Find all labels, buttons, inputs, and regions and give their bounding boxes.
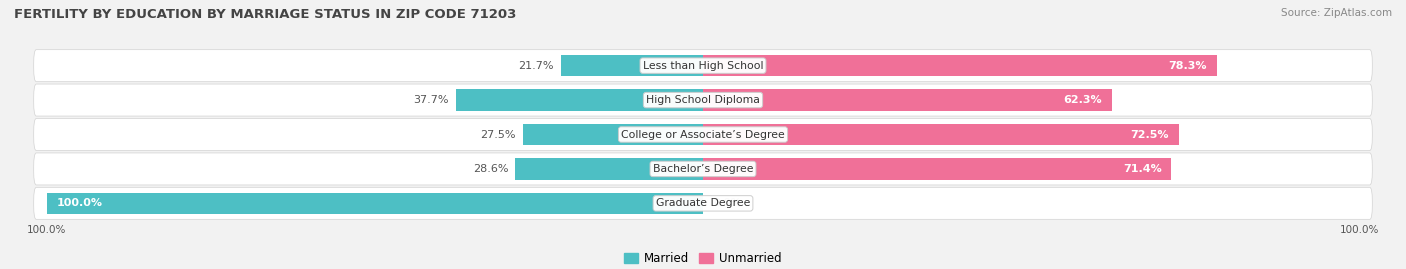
Bar — [523, 124, 703, 145]
Text: 71.4%: 71.4% — [1123, 164, 1161, 174]
FancyBboxPatch shape — [34, 187, 1372, 220]
Text: 27.5%: 27.5% — [481, 129, 516, 140]
Text: FERTILITY BY EDUCATION BY MARRIAGE STATUS IN ZIP CODE 71203: FERTILITY BY EDUCATION BY MARRIAGE STATU… — [14, 8, 516, 21]
Text: High School Diploma: High School Diploma — [647, 95, 759, 105]
Bar — [703, 89, 1112, 111]
Text: 72.5%: 72.5% — [1130, 129, 1168, 140]
FancyBboxPatch shape — [34, 153, 1372, 185]
FancyBboxPatch shape — [34, 49, 1372, 82]
Text: Graduate Degree: Graduate Degree — [655, 198, 751, 208]
Bar — [456, 89, 703, 111]
Bar — [46, 193, 703, 214]
Text: Source: ZipAtlas.com: Source: ZipAtlas.com — [1281, 8, 1392, 18]
Bar — [703, 55, 1216, 76]
FancyBboxPatch shape — [34, 84, 1372, 116]
Text: 28.6%: 28.6% — [474, 164, 509, 174]
Text: 78.3%: 78.3% — [1168, 61, 1206, 71]
Text: Less than High School: Less than High School — [643, 61, 763, 71]
FancyBboxPatch shape — [34, 118, 1372, 151]
Text: 37.7%: 37.7% — [413, 95, 449, 105]
Bar — [516, 158, 703, 180]
Bar — [703, 158, 1171, 180]
Legend: Married, Unmarried: Married, Unmarried — [620, 247, 786, 269]
Bar — [561, 55, 703, 76]
Bar — [703, 124, 1178, 145]
Text: Bachelor’s Degree: Bachelor’s Degree — [652, 164, 754, 174]
Text: 21.7%: 21.7% — [519, 61, 554, 71]
Text: College or Associate’s Degree: College or Associate’s Degree — [621, 129, 785, 140]
Text: 0.0%: 0.0% — [713, 198, 741, 208]
Text: 62.3%: 62.3% — [1063, 95, 1102, 105]
Text: 100.0%: 100.0% — [56, 198, 103, 208]
